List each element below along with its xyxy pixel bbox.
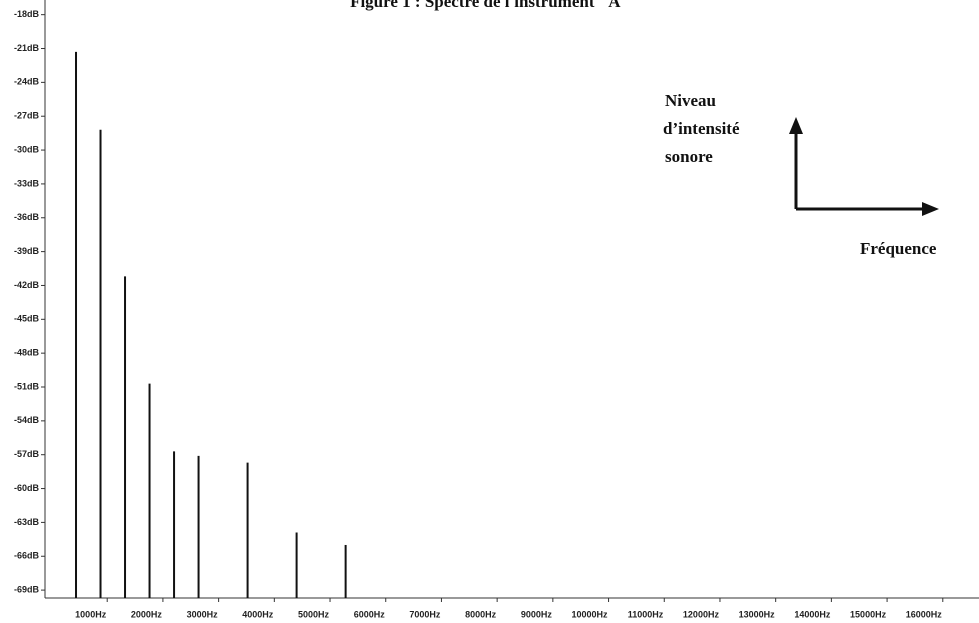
x-tick-label: 4000Hz (242, 609, 274, 619)
y-tick-label: -45dB (14, 314, 40, 324)
y-tick-label: -54dB (14, 415, 40, 425)
x-tick-label: 11000Hz (628, 609, 664, 619)
x-tick-label: 13000Hz (739, 609, 776, 619)
y-tick-label: -27dB (14, 111, 40, 121)
x-tick-label: 5000Hz (298, 609, 330, 619)
y-tick-label: -63dB (14, 517, 40, 527)
axes-arrows (789, 117, 939, 216)
x-tick-label: 2000Hz (131, 609, 163, 619)
annotation: Fréquence (860, 239, 937, 258)
x-tick-label: 3000Hz (187, 609, 219, 619)
y-tick-label: -30dB (14, 144, 40, 154)
x-tick-label: 7000Hz (409, 609, 441, 619)
x-tick-label: 1000Hz (75, 609, 107, 619)
x-tick-label: 6000Hz (354, 609, 386, 619)
y-tick-label: -51dB (14, 381, 40, 391)
y-tick-label: -33dB (14, 178, 40, 188)
annotation: d’intensité (663, 119, 740, 138)
x-tick-label: 16000Hz (906, 609, 943, 619)
y-tick-label: -39dB (14, 246, 40, 256)
y-tick-label: -24dB (14, 77, 40, 87)
y-tick-label: -60dB (14, 483, 40, 493)
x-tick-label: 14000Hz (794, 609, 831, 619)
x-tick-label: 10000Hz (572, 609, 609, 619)
x-tick-label: 15000Hz (850, 609, 887, 619)
chart-title: Figure 1 : Spectre de l'instrument "A" (350, 0, 630, 11)
y-tick-label: -57dB (14, 449, 40, 459)
y-tick-label: -69dB (14, 584, 40, 594)
x-tick-label: 9000Hz (521, 609, 553, 619)
x-tick-label: 12000Hz (683, 609, 720, 619)
y-tick-label: -66dB (14, 551, 40, 561)
y-tick-label: -42dB (14, 280, 40, 290)
x-tick-label: 8000Hz (465, 609, 497, 619)
annotation: sonore (665, 147, 713, 166)
y-tick-label: -18dB (14, 9, 40, 19)
annotation: Niveau (665, 91, 716, 110)
y-tick-label: -21dB (14, 43, 40, 53)
y-tick-label: -36dB (14, 212, 40, 222)
y-tick-label: -48dB (14, 348, 40, 358)
